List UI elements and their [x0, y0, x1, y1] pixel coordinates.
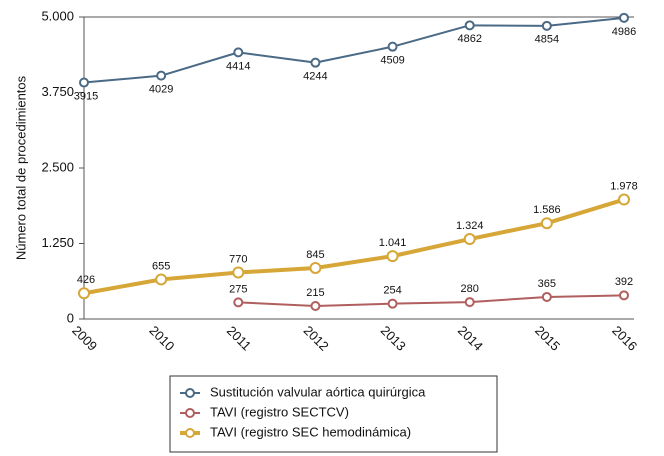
data-label: 4509: [380, 55, 404, 67]
point: [541, 291, 552, 302]
point: [310, 57, 321, 68]
data-label: 275: [229, 283, 247, 295]
data-label: 4244: [303, 71, 327, 83]
point: [233, 47, 244, 58]
legend-label: TAVI (registro SEC hemodinámica): [210, 424, 411, 439]
data-label: 254: [383, 285, 401, 297]
y-tick-label: 1.250: [41, 235, 74, 250]
point: [387, 298, 398, 309]
data-label: 4986: [612, 26, 636, 38]
x-tick-label: 2009: [69, 323, 100, 354]
legend-label: Sustitución valvular aórtica quirúrgica: [210, 384, 426, 399]
data-label: 280: [461, 283, 479, 295]
legend-box: [169, 375, 498, 453]
series-line: [83, 197, 625, 296]
point: [309, 261, 322, 274]
point: [155, 273, 168, 286]
data-label: 365: [538, 278, 556, 290]
x-tick-label: 2012: [301, 323, 332, 354]
x-tick-label: 2016: [609, 323, 640, 354]
point: [232, 266, 245, 279]
point: [619, 12, 629, 23]
x-tick-label: 2011: [224, 323, 254, 353]
point: [541, 20, 552, 31]
data-label: 215: [306, 287, 324, 299]
y-tick-label: 0: [67, 310, 74, 325]
data-label: 4854: [535, 34, 559, 46]
data-label: 3915: [74, 90, 98, 102]
data-label: 1.324: [456, 220, 484, 232]
x-tick-label: 2015: [532, 323, 563, 354]
point: [387, 41, 398, 52]
point: [79, 77, 89, 88]
point: [78, 287, 90, 300]
legend-label: TAVI (registro SECTCV): [210, 404, 349, 419]
data-label: 1.586: [533, 204, 561, 216]
point: [618, 193, 630, 206]
point: [464, 297, 475, 308]
data-label: 4862: [457, 33, 481, 45]
series-line: [238, 294, 625, 308]
legend-marker: [185, 428, 195, 438]
data-label: 426: [77, 274, 95, 286]
data-label: 4029: [149, 84, 173, 96]
point: [619, 290, 629, 301]
y-tick-label: 5.000: [41, 8, 74, 23]
data-label: 770: [229, 253, 247, 265]
series-line: [83, 16, 625, 84]
data-label: 1.978: [610, 180, 638, 192]
x-tick-label: 2013: [378, 323, 409, 354]
point: [464, 20, 475, 31]
legend-marker: [185, 408, 195, 418]
point: [463, 233, 476, 246]
y-tick-label: 2.500: [41, 159, 74, 174]
point: [233, 297, 244, 308]
data-label: 845: [306, 249, 324, 261]
x-tick-label: 2014: [455, 323, 486, 354]
legend-marker: [185, 388, 195, 398]
point: [310, 301, 321, 312]
data-label: 4414: [226, 60, 250, 72]
point: [386, 250, 399, 263]
point: [540, 217, 553, 230]
y-tick-label: 3.750: [41, 84, 74, 99]
data-label: 1.041: [379, 237, 407, 249]
data-label: 655: [152, 260, 170, 272]
x-tick-label: 2010: [146, 323, 177, 354]
data-label: 392: [615, 276, 633, 288]
point: [156, 70, 167, 81]
y-axis-label: Número total de procedimientos: [13, 75, 28, 260]
